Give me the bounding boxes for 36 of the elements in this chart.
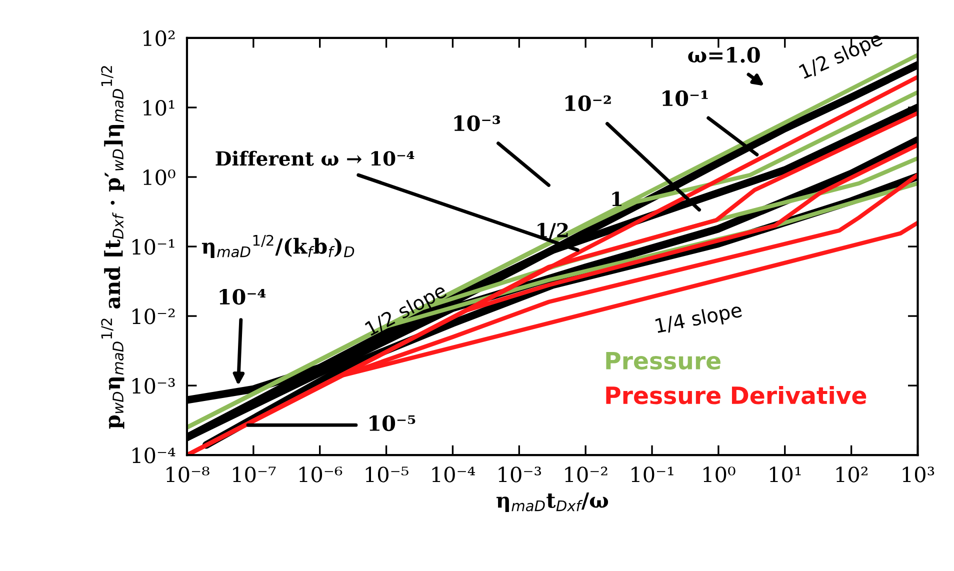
x-tick-label: 10⁻² — [565, 466, 608, 482]
y-tick-label: 10⁻¹ — [132, 238, 174, 255]
annotation: ω=1.0 — [688, 47, 760, 63]
y-tick-label: 10⁻³ — [132, 378, 175, 394]
annotation: 1/4 slope — [655, 302, 744, 337]
y-tick-label: 10² — [144, 30, 175, 46]
annotation: Different ω → 10⁻⁴ — [216, 150, 414, 166]
annotation: 10⁻¹ — [662, 90, 708, 106]
y-tick-label: 10¹ — [144, 100, 174, 116]
text: η$_{maD}$$^{1/2}$/(k$_{f}$b$_{f}$)$_{D}$ — [202, 234, 354, 258]
annotation: 1 — [612, 192, 622, 206]
x-tick-label: 10¹ — [770, 466, 801, 482]
y-tick-label: 10⁻² — [132, 308, 175, 324]
text: Pressure — [606, 352, 720, 370]
x-tick-label: 10⁻³ — [498, 466, 542, 482]
x-tick-label: 10⁻⁷ — [233, 466, 276, 482]
annotation: 1/2 slope — [364, 282, 450, 340]
text: Pressure Derivative — [606, 386, 866, 404]
annotation: 10⁻⁵ — [370, 415, 416, 432]
annotation: 10⁻² — [565, 95, 611, 112]
x-tick-label: 10⁻⁸ — [166, 466, 210, 482]
annotation: 1/2 slope — [798, 30, 885, 83]
annotation: 10⁻⁴ — [220, 288, 266, 305]
annotation: 1/2 — [538, 222, 568, 240]
x-tick-label: 10³ — [902, 466, 934, 482]
x-tick-label: 10² — [836, 466, 868, 482]
x-axis-title: η$_{maD}$t$_{Dxf}$/ω — [496, 492, 608, 512]
y-tick-label: 10⁰ — [144, 169, 176, 186]
y-tick-label: 10⁻⁴ — [132, 448, 176, 464]
x-tick-label: 10⁻¹ — [632, 466, 674, 482]
text: p$_{wD}$η$_{maD}$$^{1/2}$ and [t$_{Dxf}$ · p′$_{wD}$]η$_{maD}$$^{1/2}$ — [101, 66, 124, 429]
x-tick-label: 10⁻⁵ — [366, 466, 408, 482]
x-tick-label: 10⁻⁴ — [432, 466, 476, 482]
x-tick-label: 10⁻⁶ — [299, 466, 342, 482]
annotation: 10⁻³ — [454, 115, 500, 132]
x-tick-label: 10⁰ — [704, 466, 736, 482]
